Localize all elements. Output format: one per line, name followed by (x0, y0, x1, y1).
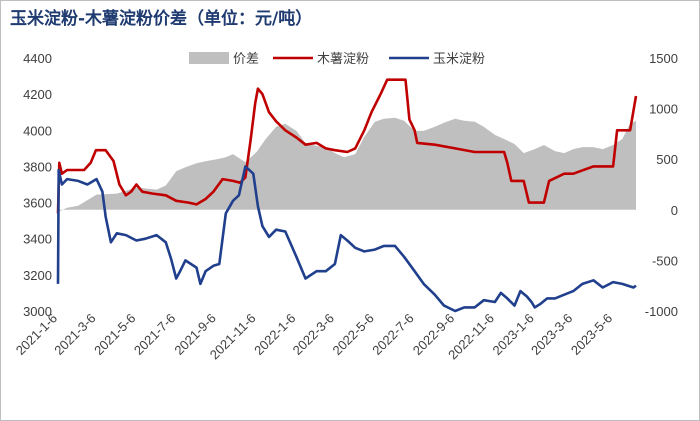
plot-area (56, 78, 638, 313)
y-left-tick-label: 4200 (23, 87, 52, 102)
y-left-tick-label: 3600 (23, 196, 52, 211)
y-left-tick-label: 4000 (23, 123, 52, 138)
y-right-tick-label: -500 (652, 253, 678, 268)
chart-title: 玉米淀粉-木薯淀粉价差（单位：元/吨） (10, 8, 312, 29)
legend-label-spread: 价差 (233, 52, 259, 67)
y-right-tick-label: 0 (671, 203, 678, 218)
y-left-tick-label: 4400 (23, 51, 52, 66)
legend-swatch-spread (189, 52, 229, 64)
y-right-tick-label: 1000 (649, 102, 678, 117)
legend-label-cassava: 木薯淀粉 (317, 52, 369, 67)
y-right-tick-label: -1000 (645, 304, 678, 319)
legend: 价差 木薯淀粉 玉米淀粉 (189, 52, 485, 67)
y-right-tick-label: 1500 (649, 51, 678, 66)
legend-label-corn: 玉米淀粉 (433, 52, 485, 67)
y-left-tick-label: 3400 (23, 232, 52, 247)
y-left-tick-label: 3800 (23, 159, 52, 174)
y-left-tick-label: 3000 (23, 304, 52, 319)
series-area-spread (58, 117, 636, 212)
series-line-corn (56, 165, 637, 313)
series-line-cassava (56, 78, 638, 214)
y-right-tick-label: 500 (656, 152, 678, 167)
y-left-tick-label: 3200 (23, 268, 52, 283)
